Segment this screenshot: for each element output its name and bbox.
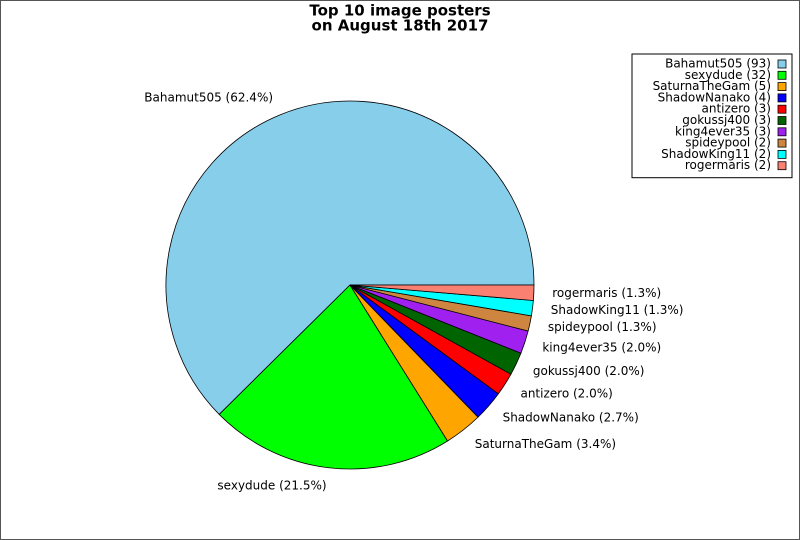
legend-label: rogermaris (2) (685, 158, 771, 172)
slice-label: ShadowKing11 (1.3%) (551, 303, 684, 317)
pie-slice (218, 284, 449, 470)
legend-swatch (777, 138, 787, 148)
legend-swatch (777, 161, 787, 171)
legend-label: antizero (3) (701, 102, 771, 116)
legend-swatch (777, 104, 787, 114)
legend-label: spideypool (2) (685, 136, 771, 150)
legend-label: Bahamut505 (93) (665, 57, 771, 71)
slice-label: spideypool (1.3%) (548, 320, 657, 334)
pie-slice (165, 100, 535, 415)
legend-label: gokussj400 (3) (682, 113, 771, 127)
legend-label: SaturnaTheGam (5) (653, 79, 771, 93)
slice-label: SaturnaTheGam (3.4%) (475, 437, 616, 451)
slice-label: king4ever35 (2.0%) (542, 340, 661, 354)
legend-box (631, 53, 793, 179)
slice-label: gokussj400 (2.0%) (533, 364, 645, 378)
legend-swatch (777, 82, 787, 91)
slice-label: ShadowNanako (2.7%) (503, 410, 639, 424)
legend-label: ShadowNanako (4) (658, 90, 771, 104)
legend-swatch (777, 116, 787, 125)
slice-label: Bahamut505 (62.4%) (144, 90, 273, 104)
legend-swatch (777, 127, 787, 137)
slice-label: sexydude (21.5%) (217, 479, 326, 493)
legend-swatch (777, 70, 787, 80)
chart-title: Top 10 image posters (309, 2, 490, 20)
legend-swatch (777, 149, 787, 159)
pie-slice (349, 284, 535, 301)
legend-swatch (777, 93, 787, 103)
legend-label: sexydude (32) (685, 68, 771, 82)
legend-swatch (777, 59, 787, 69)
legend-label: ShadowKing11 (2) (661, 147, 771, 161)
chart-title: on August 18th 2017 (312, 17, 489, 35)
slice-label: antizero (2.0%) (520, 387, 612, 401)
legend-label: king4ever35 (3) (675, 124, 771, 138)
slice-label: rogermaris (1.3%) (552, 286, 661, 300)
